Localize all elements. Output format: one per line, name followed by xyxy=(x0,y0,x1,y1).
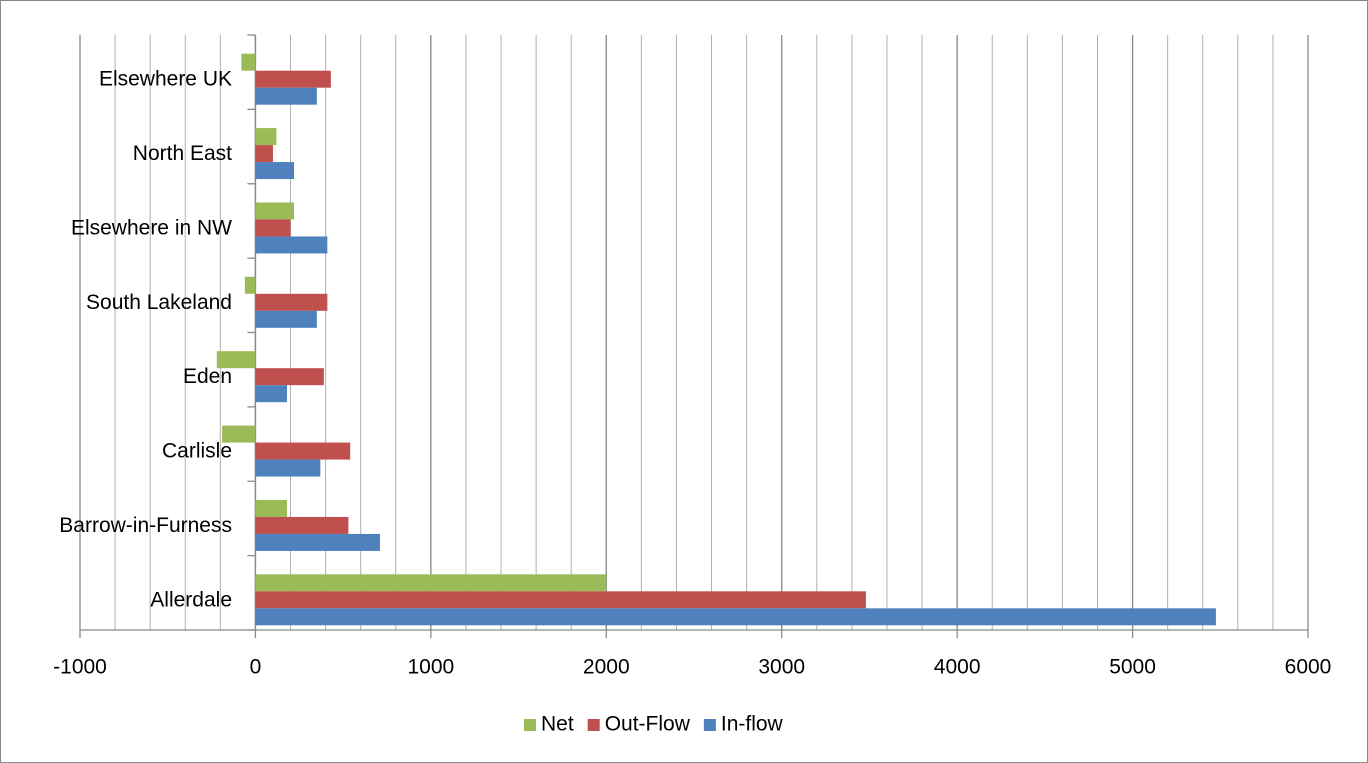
bar xyxy=(222,425,256,443)
bar xyxy=(255,145,273,163)
x-tick-label: 0 xyxy=(250,656,262,679)
bar xyxy=(244,276,256,294)
y-tick-label: Elsewhere in NW xyxy=(71,216,232,239)
y-tick-label: Barrow-in-Furness xyxy=(59,514,232,537)
bar xyxy=(255,293,328,311)
bar xyxy=(255,608,1216,626)
bar xyxy=(255,202,295,220)
bar xyxy=(255,310,317,328)
legend-label: Out-Flow xyxy=(605,713,691,736)
bar xyxy=(216,351,256,369)
y-tick-label: Carlisle xyxy=(162,440,232,463)
x-tick-label: 5000 xyxy=(1109,656,1156,679)
bar xyxy=(255,459,321,477)
bar xyxy=(255,368,324,386)
y-tick-label: Eden xyxy=(183,365,232,388)
bar xyxy=(255,70,331,88)
x-tick-label: -1000 xyxy=(53,656,107,679)
bar xyxy=(241,53,256,71)
legend-swatch xyxy=(524,719,536,731)
bar xyxy=(255,128,277,146)
y-tick-label: Allerdale xyxy=(150,588,232,611)
y-tick-label: South Lakeland xyxy=(86,291,232,314)
bar xyxy=(255,591,866,609)
legend-swatch xyxy=(703,719,716,731)
legend-swatch xyxy=(587,719,600,731)
x-tick-label: 6000 xyxy=(1285,656,1332,679)
x-tick-label: 2000 xyxy=(583,656,630,679)
y-tick-label: North East xyxy=(133,142,232,165)
bar xyxy=(255,442,351,460)
bar xyxy=(255,385,288,403)
bar xyxy=(255,236,328,254)
x-tick-label: 3000 xyxy=(758,656,805,679)
bar xyxy=(255,162,295,180)
legend-label: In-flow xyxy=(721,713,784,736)
y-tick-label: Elsewhere UK xyxy=(99,68,232,91)
bar xyxy=(255,87,317,105)
bar xyxy=(255,219,291,237)
bar xyxy=(255,533,380,551)
legend-label: Net xyxy=(541,713,574,736)
x-tick-label: 4000 xyxy=(934,656,981,679)
bar xyxy=(255,574,607,592)
bar xyxy=(255,516,349,534)
bar xyxy=(255,499,288,517)
x-tick-label: 1000 xyxy=(407,656,454,679)
